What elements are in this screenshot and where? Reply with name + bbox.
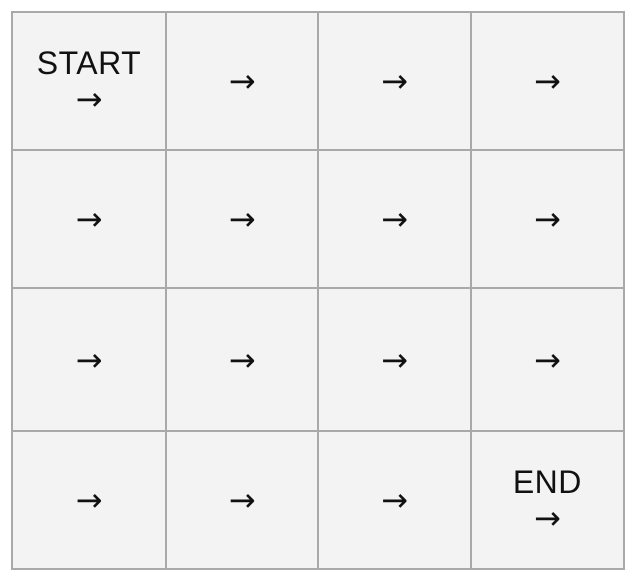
right-arrow-icon: → bbox=[75, 80, 103, 118]
grid-row: → → → → bbox=[11, 287, 626, 432]
right-arrow-icon: → bbox=[533, 340, 561, 379]
grid-cell: → bbox=[317, 430, 472, 570]
grid-cell: → bbox=[164, 11, 320, 151]
grid-cell: → bbox=[11, 149, 167, 289]
grid-cell: → bbox=[317, 11, 472, 151]
grid-cell: → bbox=[164, 430, 320, 570]
grid-cell: → bbox=[11, 287, 167, 432]
grid-row: → → → → bbox=[11, 149, 626, 289]
grid-cell-start: START → bbox=[11, 11, 167, 151]
right-arrow-icon: → bbox=[228, 200, 256, 238]
grid-cell: → bbox=[11, 430, 167, 570]
grid-row: → → → END → bbox=[11, 430, 626, 570]
grid-cell: → bbox=[164, 287, 320, 432]
right-arrow-icon: → bbox=[381, 62, 408, 100]
right-arrow-icon: → bbox=[381, 340, 408, 379]
right-arrow-icon: → bbox=[75, 200, 103, 238]
right-arrow-icon: → bbox=[533, 200, 561, 238]
grid-cell: → bbox=[164, 149, 320, 289]
grid-cell: → bbox=[317, 149, 472, 289]
right-arrow-icon: → bbox=[533, 62, 561, 100]
right-arrow-icon: → bbox=[228, 481, 256, 519]
grid-cell: → bbox=[469, 11, 626, 151]
start-label: START bbox=[36, 45, 142, 81]
right-arrow-icon: → bbox=[228, 62, 256, 100]
grid-cell: → bbox=[317, 287, 472, 432]
right-arrow-icon: → bbox=[228, 340, 256, 379]
right-arrow-icon: → bbox=[381, 200, 408, 238]
grid-row: START → → → → bbox=[11, 11, 626, 151]
grid-cell-end: END → bbox=[469, 430, 626, 570]
right-arrow-icon: → bbox=[75, 340, 103, 379]
right-arrow-icon: → bbox=[533, 499, 561, 537]
right-arrow-icon: → bbox=[381, 481, 408, 519]
end-label: END bbox=[512, 464, 582, 500]
grid-cell: → bbox=[469, 287, 626, 432]
right-arrow-icon: → bbox=[75, 481, 103, 519]
path-grid: START → → → → → → → → → → bbox=[11, 11, 626, 570]
grid-cell: → bbox=[469, 149, 626, 289]
